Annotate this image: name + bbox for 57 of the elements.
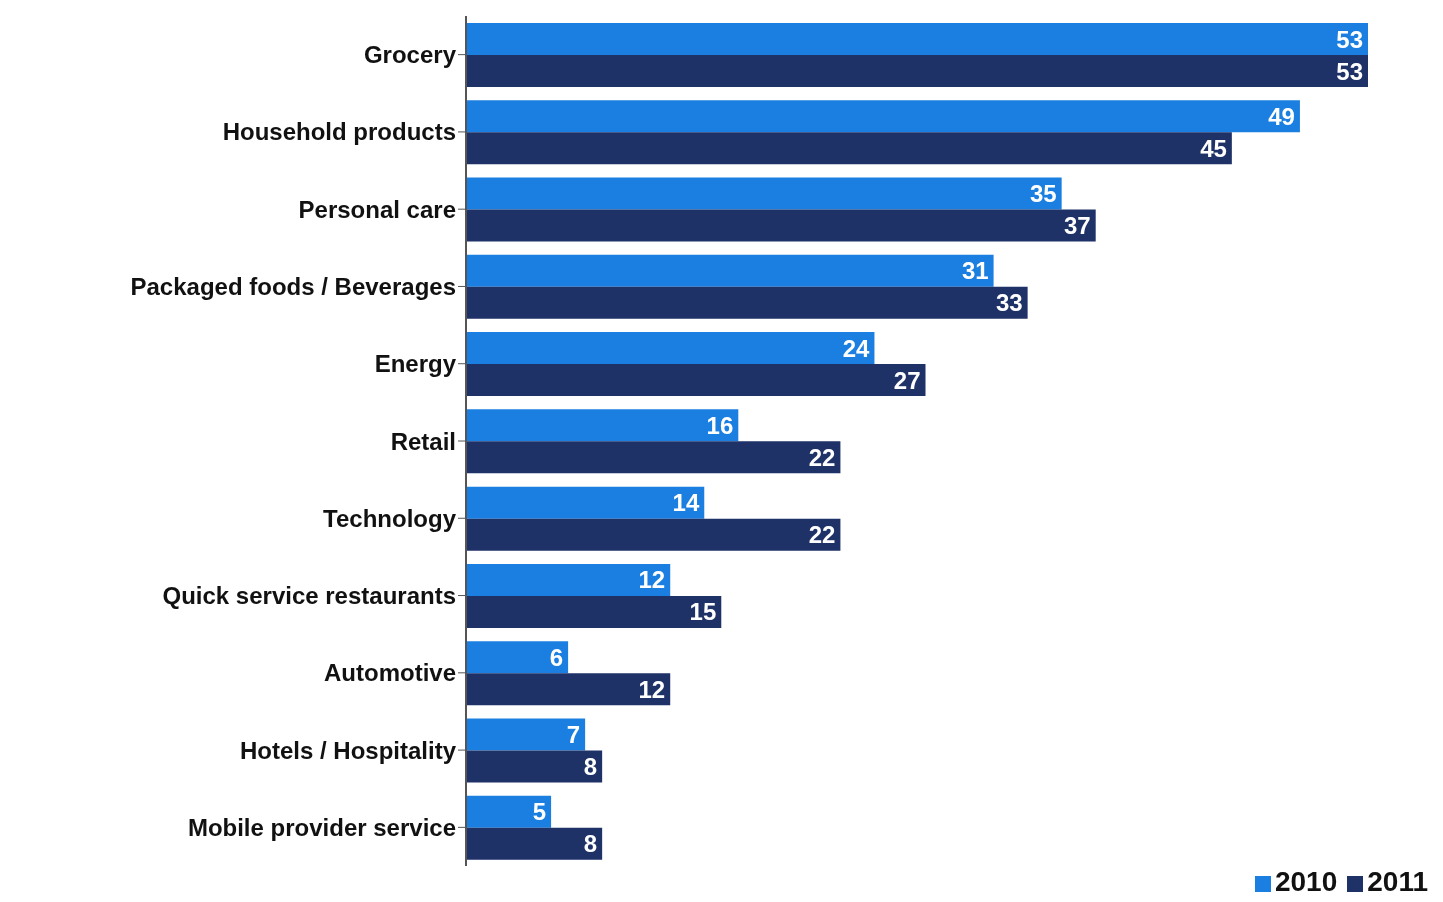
bar [466,563,671,596]
data-label: 15 [689,598,717,626]
bar [466,177,1062,210]
data-label: 14 [672,489,700,517]
bar [466,718,586,751]
bar [466,132,1232,165]
y-tick-label: Quick service restaurants [162,582,456,610]
y-tick-label: Technology [323,504,457,532]
bar [466,595,722,628]
data-label: 53 [1336,57,1363,85]
data-label: 7 [566,720,581,748]
y-tick-label: Household products [222,118,456,146]
bar [466,795,552,828]
data-label: 53 [1336,25,1363,53]
data-label: 8 [583,752,598,780]
bar [466,286,1028,319]
bar [466,332,875,365]
y-tick-label: Personal care [298,195,456,223]
bar [466,209,1096,242]
data-label: 6 [549,643,564,671]
bar [466,486,705,519]
bar [466,827,603,860]
legend-label: 2011 [1367,866,1428,897]
bar [466,641,569,674]
data-label: 24 [842,334,871,362]
y-tick-label: Retail [390,427,456,455]
y-tick-label: Grocery [363,41,457,69]
data-label: 12 [638,566,666,594]
y-tick-label: Mobile provider service [187,813,456,841]
data-label: 35 [1029,180,1057,208]
data-label: 37 [1063,212,1091,240]
data-label: 27 [893,366,921,394]
bar [466,518,841,551]
bar [466,673,671,706]
bar [466,55,1368,87]
data-label: 33 [995,289,1023,317]
data-label: 8 [583,830,598,858]
data-label: 12 [638,675,666,703]
bar [466,750,603,783]
data-label: 22 [808,521,836,549]
y-tick-label: Automotive [324,659,456,687]
bar [466,254,994,287]
bar [466,23,1368,55]
y-tick-label: Energy [374,350,457,378]
y-tick-label: Packaged foods / Beverages [130,272,456,300]
data-label: 5 [532,798,547,826]
data-label: 45 [1200,134,1227,162]
data-label: 22 [808,443,836,471]
data-label: 16 [706,411,734,439]
data-label: 49 [1268,102,1295,130]
bar [466,409,739,442]
bar [466,441,841,474]
legend-label: 2010 [1274,866,1338,897]
y-tick-label: Hotels / Hospitality [239,736,457,764]
bar [466,100,1300,133]
bar [466,364,926,397]
data-label: 31 [961,257,989,285]
